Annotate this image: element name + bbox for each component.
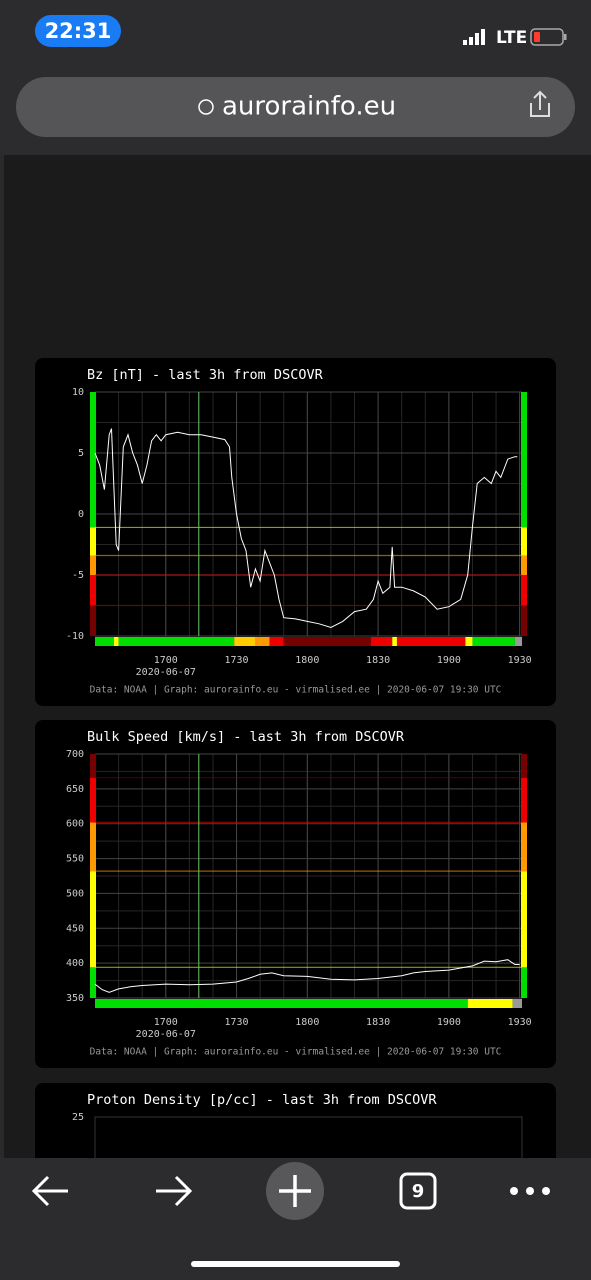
menu-button[interactable] [510,1187,550,1195]
tabs-button[interactable] [399,1172,437,1210]
x-tick-label: 1930 [508,1017,532,1028]
x-tick-label: 1700 [154,655,178,666]
network-label: LTE [496,28,527,48]
x-tick-label: 1830 [366,655,390,666]
status-segment [118,637,235,646]
forward-button[interactable] [156,1175,193,1207]
status-segment [512,999,522,1008]
address-bar[interactable] [16,77,575,137]
data-line [94,428,518,629]
zone-bar [90,967,96,998]
x-tick-label: 1930 [508,655,532,666]
status-segment [514,637,522,646]
zone-bar [90,754,96,778]
zone-bar [521,555,527,575]
status-segment [283,637,372,646]
date-label: 2020-06-07 [136,667,196,678]
y-tick-label: -5 [72,570,84,581]
chart-card [35,720,556,1068]
back-button[interactable] [31,1175,68,1207]
status-segment [467,999,513,1008]
zone-bar [90,871,96,968]
zone-bar [90,575,96,606]
zone-bar [521,605,527,636]
chart-title: Proton Density [p/cc] - last 3h from DSC… [87,1092,437,1108]
chart-card [35,358,556,706]
y-tick-label: 350 [66,993,84,1004]
status-segment [392,637,397,646]
battery-icon [530,28,567,46]
url[interactable]: aurorainfo.eu [222,92,396,122]
x-tick-label: 1800 [295,655,319,666]
zone-bar [521,822,527,872]
zone-bar [521,871,527,968]
status-segment [113,637,119,646]
data-line [94,959,520,993]
x-tick-label: 1700 [154,1017,178,1028]
status-segment [371,637,393,646]
y-tick-label: 450 [66,923,84,934]
status-segment [255,637,270,646]
status-segment [95,999,468,1008]
x-tick-label: 1900 [437,655,461,666]
y-tick-label: 650 [66,784,84,795]
y-tick-label: -10 [66,631,84,642]
x-tick-label: 1730 [225,1017,249,1028]
tab-count: 9 [412,1181,425,1202]
info-icon[interactable] [198,99,214,115]
x-tick-label: 1900 [437,1017,461,1028]
signal-icon [463,29,485,45]
chart-title: Bz [nT] - last 3h from DSCOVR [87,367,324,383]
page-edge [0,155,4,1158]
clock: 22:31 [45,19,112,43]
home-indicator [191,1261,400,1267]
status-segment [472,637,515,646]
zone-bar [90,392,96,528]
zone-bar [90,527,96,556]
y-tick-label: 25 [72,1112,84,1123]
chart-title: Bulk Speed [km/s] - last 3h from DSCOVR [87,729,405,745]
status-segment [95,637,114,646]
time-pill [35,15,121,47]
zone-bar [521,967,527,998]
zone-bar [90,555,96,575]
y-tick-label: 400 [66,958,84,969]
footer: Data: NOAA | Graph: aurorainfo.eu - virm… [90,685,502,696]
chart: Bulk Speed [km/s] - last 3h from DSCOVR7… [35,720,556,1068]
status-segment [234,637,256,646]
zone-bar [521,392,527,528]
y-tick-label: 550 [66,854,84,865]
zone-bar [521,754,527,778]
y-tick-label: 600 [66,819,84,830]
footer: Data: NOAA | Graph: aurorainfo.eu - virm… [90,1047,502,1058]
y-tick-label: 5 [78,448,84,459]
share-button[interactable] [530,90,550,117]
y-tick-label: 0 [78,509,84,520]
y-tick-label: 500 [66,888,84,899]
zone-bar [90,605,96,636]
status-segment [269,637,284,646]
status-segment [396,637,466,646]
zone-bar [90,777,96,823]
date-label: 2020-06-07 [136,1029,196,1040]
zone-bar [521,527,527,556]
zone-bar [90,822,96,872]
x-tick-label: 1830 [366,1017,390,1028]
y-tick-label: 700 [66,749,84,760]
x-tick-label: 1730 [225,655,249,666]
zone-bar [521,575,527,606]
zone-bar [521,777,527,823]
x-tick-label: 1800 [295,1017,319,1028]
status-segment [465,637,473,646]
plus-icon [279,1175,311,1207]
y-tick-label: 10 [72,387,84,398]
